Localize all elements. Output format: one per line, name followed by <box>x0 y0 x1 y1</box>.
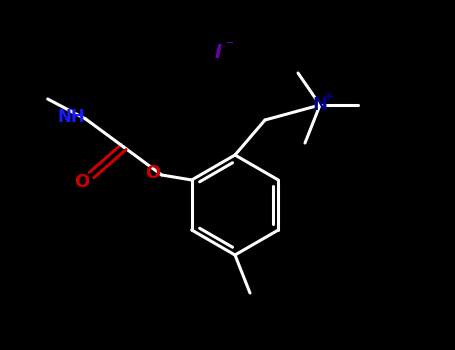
Text: O: O <box>74 173 89 191</box>
Text: NH: NH <box>58 108 86 126</box>
Text: N: N <box>313 96 328 114</box>
Text: +: + <box>324 91 334 104</box>
Text: I: I <box>214 42 222 62</box>
Text: ⁻: ⁻ <box>226 38 234 54</box>
Text: O: O <box>145 164 160 182</box>
